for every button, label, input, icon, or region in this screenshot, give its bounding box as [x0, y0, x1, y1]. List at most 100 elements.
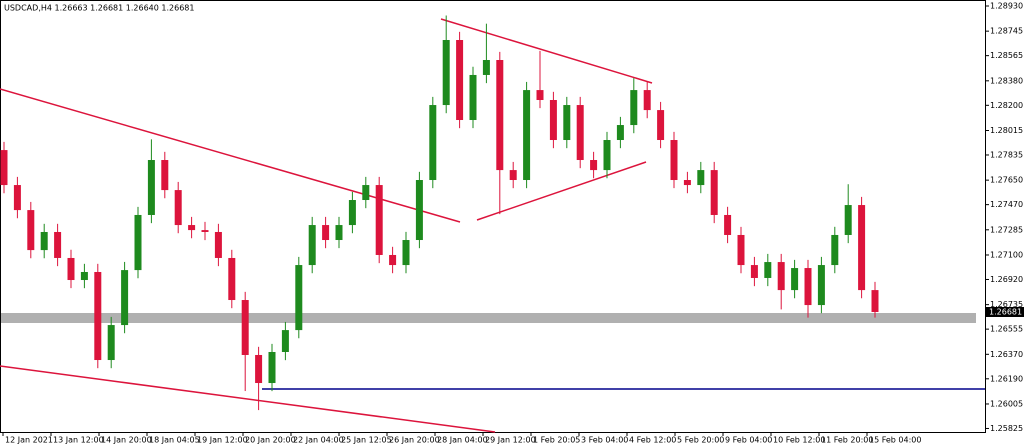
- current-price-box: [986, 306, 1024, 317]
- candle-body: [94, 271, 102, 361]
- candle-body: [27, 210, 35, 251]
- candle-body: [362, 185, 370, 201]
- y-tick-label: 1.27285: [990, 225, 1023, 234]
- candle-body: [576, 105, 584, 161]
- x-tick-label: 29 Jan 12:00: [485, 436, 536, 445]
- candle-body: [389, 254, 397, 266]
- x-tick-label: 20 Jan 20:00: [245, 436, 296, 445]
- candle-body: [147, 160, 155, 215]
- trendline: [0, 365, 496, 433]
- candle-body: [697, 170, 705, 186]
- candle-body: [831, 234, 839, 266]
- candle-body: [750, 265, 758, 278]
- candle-body: [456, 40, 464, 121]
- y-tick-label: 1.28745: [990, 27, 1023, 36]
- x-tick-label: 13 Jan 12:00: [53, 436, 104, 445]
- y-tick-label: 1.28930: [990, 1, 1023, 10]
- candle-body: [107, 325, 115, 361]
- candle-body: [603, 140, 611, 171]
- candle-body: [817, 265, 825, 306]
- candle-body: [54, 231, 62, 258]
- trendline: [476, 161, 647, 221]
- candle-body: [415, 180, 423, 241]
- candle-body: [469, 74, 477, 121]
- candle-body: [777, 262, 785, 291]
- y-tick-label: 1.28200: [990, 101, 1023, 110]
- x-tick-label: 26 Jan 20:00: [389, 436, 440, 445]
- candle-body: [616, 125, 624, 141]
- candle-body: [563, 105, 571, 141]
- candle-body: [134, 214, 142, 271]
- candle-body: [804, 268, 812, 306]
- candle-body: [536, 90, 544, 101]
- candle-body: [844, 205, 852, 235]
- support-zone: [1, 313, 976, 323]
- candle-body: [0, 150, 8, 186]
- candle-body: [523, 90, 531, 181]
- plot-frame: [0, 0, 986, 433]
- x-tick-label: 15 Feb 04:00: [869, 436, 921, 445]
- candle-body: [13, 185, 21, 211]
- x-tick-label: 25 Jan 12:05: [341, 436, 392, 445]
- x-tick-label: 28 Jan 04:00: [437, 436, 488, 445]
- y-tick-label: 1.28380: [990, 76, 1023, 85]
- candle-body: [429, 105, 437, 181]
- candle-body: [188, 225, 196, 231]
- y-tick-label: 1.27650: [990, 176, 1023, 185]
- candle-body: [335, 225, 343, 241]
- candle-body: [201, 230, 209, 232]
- y-tick-label: 1.26735: [990, 300, 1023, 309]
- y-tick-label: 1.26555: [990, 325, 1023, 334]
- candle-body: [174, 190, 182, 226]
- x-tick-label: 1 Feb 20:05: [533, 436, 580, 445]
- candle-body: [402, 240, 410, 266]
- candle-body: [764, 262, 772, 278]
- x-tick-label: 14 Jan 20:00: [101, 436, 152, 445]
- candle-body: [737, 234, 745, 266]
- x-tick-label: 3 Feb 04:00: [581, 436, 628, 445]
- candle-body: [241, 300, 249, 355]
- candle-body: [496, 60, 504, 171]
- candle-body: [67, 257, 75, 281]
- candle-body: [295, 265, 303, 331]
- candle-body: [670, 140, 678, 181]
- candle-body: [509, 170, 517, 181]
- candle-body: [710, 170, 718, 215]
- candle-body: [281, 330, 289, 352]
- candle-body: [255, 354, 263, 384]
- y-tick-label: 1.28015: [990, 126, 1023, 135]
- x-tick-label: 19 Jan 12:00: [197, 436, 248, 445]
- candle-body: [590, 160, 598, 171]
- trendline: [0, 88, 461, 223]
- x-tick-label: 12 Jan 2021: [5, 436, 53, 445]
- y-tick-label: 1.26920: [990, 275, 1023, 284]
- candle-body: [161, 160, 169, 191]
- candle-body: [268, 351, 276, 384]
- x-tick-label: 22 Jan 04:00: [293, 436, 344, 445]
- candle-body: [80, 271, 88, 281]
- candle-body: [40, 231, 48, 251]
- y-tick-label: 1.28565: [990, 51, 1023, 60]
- candle-body: [871, 290, 879, 312]
- x-tick-label: 18 Jan 04:05: [149, 436, 200, 445]
- y-tick-label: 1.26005: [990, 399, 1023, 408]
- candle-body: [657, 110, 665, 141]
- y-tick-label: 1.27470: [990, 200, 1023, 209]
- x-tick-label: 9 Feb 04:00: [725, 436, 772, 445]
- x-tick-label: 10 Feb 12:00: [773, 436, 825, 445]
- candle-body: [643, 90, 651, 111]
- y-tick-label: 1.26370: [990, 350, 1023, 359]
- candle-body: [724, 214, 732, 235]
- candles: [0, 15, 879, 411]
- candle-body: [858, 205, 866, 291]
- candle-body: [228, 257, 236, 301]
- candle-body: [214, 231, 222, 258]
- candle-body: [308, 225, 316, 266]
- candle-body: [549, 100, 557, 141]
- chart-title: USDCAD,H4 1.26663 1.26681 1.26640 1.2668…: [4, 4, 194, 13]
- candle-body: [482, 60, 490, 75]
- candle-body: [683, 180, 691, 186]
- x-tick-label: 11 Feb 20:00: [821, 436, 873, 445]
